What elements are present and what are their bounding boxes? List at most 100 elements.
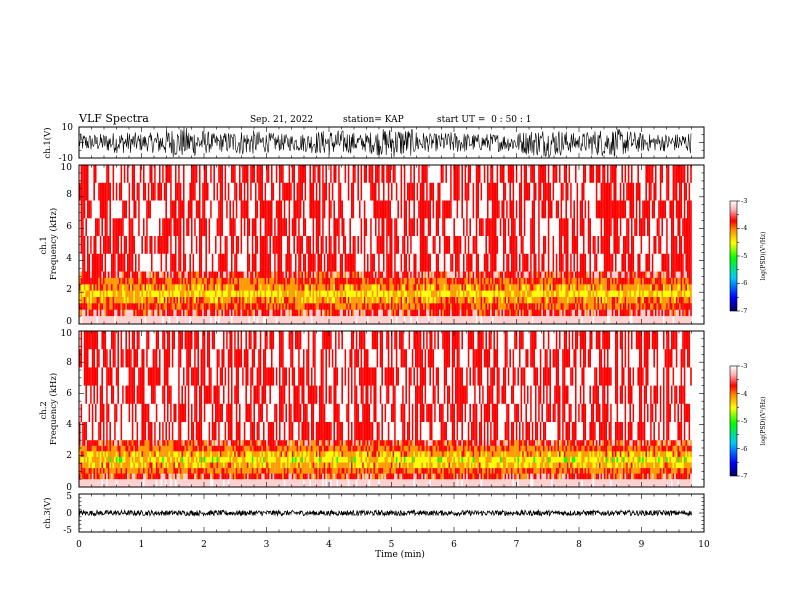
spectrogram-cell [189,200,191,219]
spectrogram-cell [525,309,527,317]
spectrogram-cell [184,284,187,291]
spectrogram-cell [138,236,140,255]
spectrogram-cell [125,165,127,184]
spectrogram-cell [211,316,214,324]
spectrogram-cell [523,290,526,298]
spectrogram-cell [400,200,403,219]
spectrogram-cell [255,316,257,324]
spectrogram-cell [546,182,548,201]
spectrogram-cell [199,271,201,279]
spectrogram-cell [146,200,148,219]
spectrogram-cell [107,271,110,279]
spectrogram-cell [515,290,518,298]
spectrogram-cell [616,218,619,237]
spectrogram-cell [279,236,281,255]
spectrogram-cell [471,297,473,304]
spectrogram-cell [419,303,422,310]
spectrogram-cell [245,253,247,272]
spectrogram-cell [407,271,409,279]
ch1-waveform-trace [78,127,692,158]
spectrogram-cell [355,200,358,219]
spectrogram-cell [323,284,326,291]
spectrogram-cell [362,277,364,285]
spectrogram-cell [419,290,422,298]
spectrogram-cell [389,253,391,272]
spectrogram-cell [627,303,630,310]
spectrogram-cell [202,303,204,310]
spectrogram-cell [280,297,283,304]
spectrogram-cell [383,277,385,285]
spectrogram-cell [354,218,356,237]
spectrogram-cell [351,297,353,304]
spectrogram-cell [242,277,244,285]
spectrogram-cell [383,200,385,219]
spectrogram-cell [258,236,260,255]
spectrogram-cell [258,271,260,279]
spectrogram-cell [411,316,414,324]
spectrogram-cell [541,253,543,272]
spectrogram-cell [424,309,427,317]
spectrogram-cell [512,253,515,272]
spectrogram-cell [107,303,110,310]
spectrogram-cell [299,165,302,184]
spectrogram-cell [520,271,523,279]
spectrogram-cell [189,271,191,279]
spectrogram-cell [314,253,316,272]
spectrogram-cell [581,165,583,184]
spectrogram-cell [391,182,393,201]
spectrogram-cell [487,253,489,272]
spectrogram-cell [632,316,635,324]
spectrogram-cell [525,218,527,237]
spectrogram-cell [131,165,134,184]
spectrogram-cell [490,236,492,255]
spectrogram-cell [203,182,206,201]
spectrogram-cell [627,277,630,285]
spectrogram-cell [426,297,428,304]
spectrogram-cell [167,236,169,255]
spectrogram-cell [477,297,479,304]
spectrogram-cell [216,277,219,285]
spectrogram-cell [443,218,446,237]
spectrogram-cell [538,303,540,310]
spectrogram-cell [352,297,355,304]
spectrogram-cell [619,271,622,279]
spectrogram-cell [421,165,423,184]
spectrogram-cell [632,297,635,304]
spectrogram-cell [101,290,103,298]
spectrogram-cell [403,253,406,272]
spectrogram-cell [149,316,151,324]
spectrogram-cell [373,165,375,184]
spectrogram-cell [370,303,372,310]
spectrogram-cell [306,271,308,279]
spectrogram-cell [267,316,270,324]
spectrogram-cell [232,271,235,279]
spectrogram-cell [245,316,247,324]
spectrogram-cell [280,309,283,317]
spectrogram-cell [575,309,577,317]
spectrogram-cell [458,284,460,291]
spectrogram-cell [285,316,287,324]
spectrogram-cell [552,284,555,291]
spectrogram-cell [466,165,468,184]
spectrogram-cell [258,316,260,324]
spectrogram-cell [551,236,553,255]
spectrogram-cell [515,297,518,304]
spectrogram-cell [538,309,540,317]
spectrogram-cell [619,309,622,317]
spectrogram-cell [205,277,207,285]
spectrogram-cell [371,284,374,291]
spectrogram-cell [79,277,81,285]
spectrogram-cell [99,236,102,255]
spectrogram-cell [237,218,239,237]
spectrogram-cell [127,284,129,291]
spectrogram-cell [240,277,243,285]
spectrogram-cell [263,253,265,272]
spectrogram-cell [181,165,183,184]
spectrogram-cell [355,303,358,310]
spectrogram-cell [379,284,382,291]
spectrogram-cell [293,236,295,255]
spectrogram-cell [375,277,377,285]
spectrogram-cell [130,271,132,279]
spectrogram-cell [589,165,591,184]
spectrogram-cell [83,290,86,298]
